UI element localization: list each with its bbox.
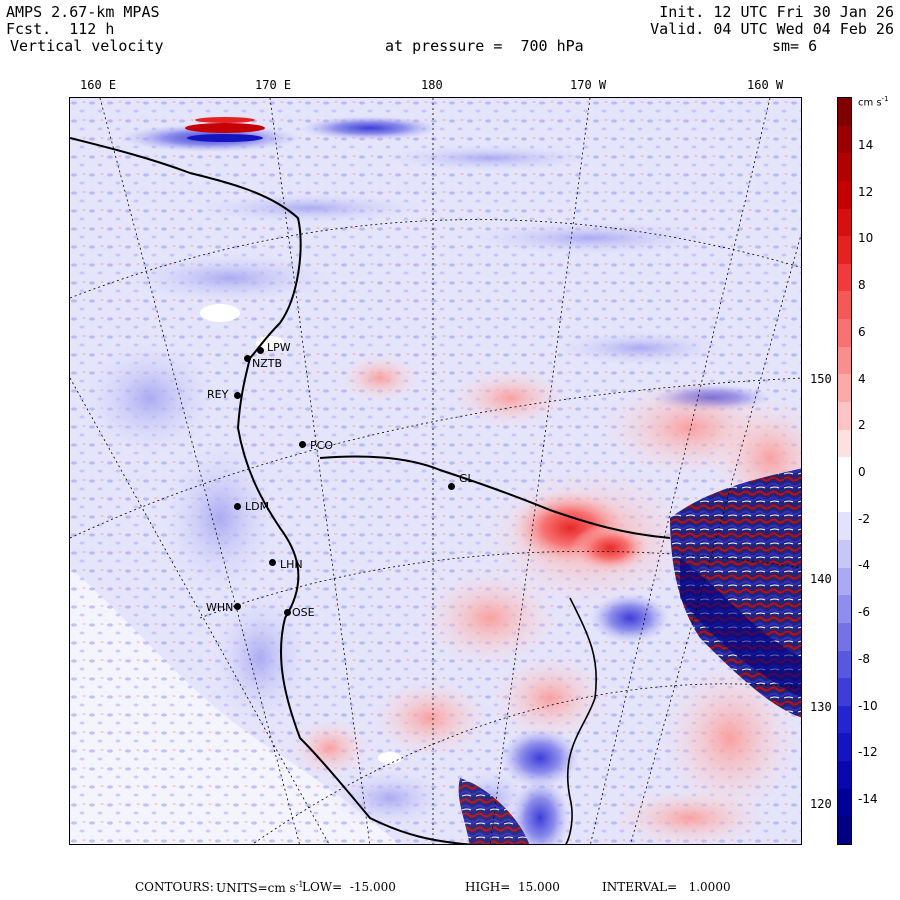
turbulent-zone-bottom — [458, 778, 530, 844]
colorbar-tick-label: -4 — [858, 558, 870, 573]
map-svg — [70, 98, 801, 844]
footer-low: LOW= -15.000 — [302, 880, 396, 894]
colorbar-swatch — [838, 98, 851, 126]
colorbar-swatch — [838, 595, 851, 623]
ridge-line — [565, 597, 598, 844]
field-name: Vertical velocity — [10, 37, 164, 55]
strong-downdraft-band — [680, 558, 801, 698]
colorbar-swatch — [838, 705, 851, 734]
colorbar — [837, 97, 852, 845]
init-time: Init. 12 UTC Fri 30 Jan 26 — [659, 3, 894, 21]
station-dot-rey — [234, 392, 241, 399]
colorbar-tick-label: 6 — [858, 324, 866, 339]
station-dot-lhn — [269, 559, 276, 566]
colorbar-units: cm s-1 — [858, 95, 889, 109]
station-label-ldm: LDM — [245, 500, 270, 513]
upper-red-stripes — [185, 117, 265, 142]
colorbar-swatch — [838, 622, 851, 651]
colorbar-tick-label: -6 — [858, 605, 870, 620]
colorbar-swatch — [838, 457, 851, 485]
colorbar-tick-label: 14 — [858, 138, 874, 152]
tick-top-170w: 170 W — [570, 78, 607, 92]
station-label-gl: GL — [459, 472, 474, 485]
tick-top-180: 180 — [421, 78, 443, 92]
colorbar-swatch — [838, 816, 851, 844]
station-dot-whn — [234, 603, 241, 610]
station-label-lhn: LHN — [280, 558, 303, 571]
footer-contours: CONTOURS: — [135, 880, 214, 894]
colorbar-swatch — [838, 153, 851, 181]
colorbar-tick-label: 4 — [858, 371, 866, 386]
colorbar-tick-label: 12 — [858, 184, 874, 199]
coastline — [70, 137, 475, 844]
station-label-nztb: NZTB — [252, 357, 283, 370]
colorbar-swatch — [838, 788, 851, 817]
colorbar-tick-label: 2 — [858, 418, 866, 433]
colorbar-tick-label: -2 — [858, 511, 870, 526]
colorbar-tick-label: 10 — [858, 231, 874, 246]
colorbar-swatch — [838, 374, 851, 402]
footer-units: UNITS=cm s-1 — [216, 880, 304, 895]
station-dot-gl — [448, 483, 455, 490]
blue-downdraft-regions — [330, 593, 670, 844]
station-label-whn: WHN — [206, 601, 234, 614]
colorbar-swatch — [838, 263, 851, 292]
red-updraft-regions — [290, 354, 801, 844]
colorbar-swatch — [838, 678, 851, 706]
valid-time: Valid. 04 UTC Wed 04 Feb 26 — [650, 20, 894, 38]
footer-interval: INTERVAL= 1.0000 — [602, 880, 731, 894]
station-label-lpw: LPW — [267, 341, 291, 354]
station-label-ose: OSE — [292, 606, 315, 619]
forecast-hour: Fcst. 112 h — [6, 20, 115, 38]
colorbar-swatch — [838, 733, 851, 761]
station-dot-ldm — [234, 503, 241, 510]
colorbar-swatch — [838, 429, 851, 458]
colorbar-tick-label: -10 — [858, 698, 878, 713]
colorbar-swatch — [838, 180, 851, 209]
colorbar-swatch — [838, 567, 851, 596]
colorbar-swatch — [838, 291, 851, 319]
vertical-velocity-map: LPW NZTB REY PCO GL LDM LHN WHN OSE — [69, 97, 802, 845]
colorbar-swatch — [838, 761, 851, 789]
parallel-lines — [70, 219, 801, 844]
footer-high: HIGH= 15.000 — [465, 880, 560, 894]
colorbar-swatch — [838, 319, 851, 347]
colorbar-swatch — [838, 484, 851, 513]
station-label-pco: PCO — [310, 439, 333, 452]
colorbar-swatch — [838, 650, 851, 679]
station-dot-lpw — [257, 347, 264, 354]
colorbar-swatch — [838, 346, 851, 375]
colorbar-tick-label: -14 — [858, 792, 878, 806]
station-dot-ose — [284, 609, 291, 616]
station-label-rey: REY — [207, 388, 229, 401]
colorbar-swatch — [838, 208, 851, 237]
colorbar-tick-label: -12 — [858, 745, 878, 760]
meridian-lines — [70, 98, 801, 844]
colorbar-tick-label: 8 — [858, 278, 866, 293]
tick-top-160w: 160 W — [747, 78, 784, 92]
colorbar-tick-label: 0 — [858, 465, 866, 479]
smoothing-value: sm= 6 — [772, 37, 818, 55]
colorbar-tick-label: -8 — [858, 651, 870, 666]
model-title: AMPS 2.67-km MPAS — [6, 3, 160, 21]
colorbar-swatch — [838, 125, 851, 154]
pressure-level: at pressure = 700 hPa — [385, 37, 584, 55]
colorbar-swatch — [838, 236, 851, 264]
colorbar-swatch — [838, 512, 851, 540]
colorbar-swatch — [838, 540, 851, 568]
ice-shelf-edge — [319, 455, 671, 539]
station-dot-nztb — [244, 355, 251, 362]
tick-top-160e: 160 E — [80, 78, 117, 92]
white-patches — [200, 304, 402, 764]
tick-top-170e: 170 E — [255, 78, 292, 92]
station-dot-pco — [299, 441, 306, 448]
colorbar-swatch — [838, 401, 851, 430]
